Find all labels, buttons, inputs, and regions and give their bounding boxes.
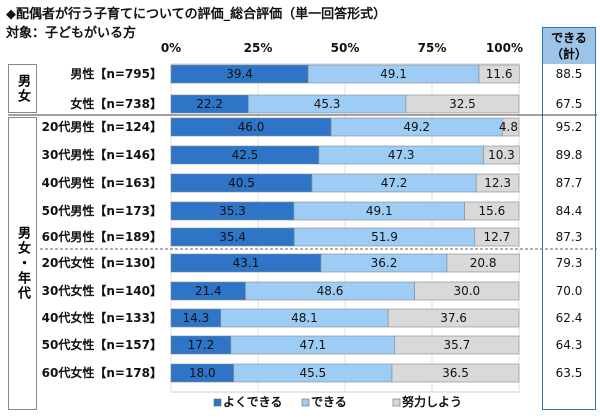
category-label: 男性【n=795】 <box>70 66 162 81</box>
data-label: 35.4 <box>219 230 246 244</box>
legend-swatch <box>301 398 310 407</box>
group-label-text: 男女 <box>15 73 30 104</box>
category-label: 60代男性【n=189】 <box>42 229 162 244</box>
data-label: 35.3 <box>219 204 246 218</box>
data-label: 51.9 <box>371 230 398 244</box>
data-label: 15.6 <box>478 204 505 218</box>
total-value: 87.3 <box>556 230 583 244</box>
data-label: 49.2 <box>403 120 430 134</box>
category-label: 20代男性【n=124】 <box>42 119 162 134</box>
bar-segment <box>405 94 520 114</box>
data-label: 49.1 <box>380 67 407 81</box>
bar-segment <box>446 253 520 273</box>
data-label: 49.1 <box>366 204 393 218</box>
data-label: 39.4 <box>226 67 253 81</box>
category-label: 60代女性【n=178】 <box>42 365 162 380</box>
data-label: 35.7 <box>444 338 471 352</box>
total-value: 89.8 <box>556 148 583 162</box>
x-tick-label: 100% <box>486 41 523 55</box>
total-header: できる（計） <box>543 28 595 64</box>
data-label: 22.2 <box>196 97 223 111</box>
data-label: 47.3 <box>388 148 415 162</box>
total-value: 88.5 <box>556 67 583 81</box>
bar-segment <box>414 281 520 301</box>
data-label: 21.4 <box>195 284 222 298</box>
category-label: 40代男性【n=163】 <box>42 175 162 190</box>
legend-label: 努力しよう <box>402 394 462 409</box>
chart-title: ◆配偶者が行う子育てについての評価_総合評価（単一回答形式） <box>6 7 387 22</box>
data-label: 10.3 <box>488 148 515 162</box>
bar-segment <box>483 145 520 165</box>
total-value: 62.4 <box>556 311 583 325</box>
data-label: 48.6 <box>317 284 344 298</box>
bar-segment <box>501 117 520 137</box>
group-label-gender-age: 男女・年代 <box>8 117 37 410</box>
bar-segment <box>474 227 520 247</box>
data-label: 45.5 <box>299 366 326 380</box>
data-label: 12.3 <box>484 176 511 190</box>
x-tick-label: 25% <box>244 41 273 55</box>
data-label: 17.2 <box>188 338 215 352</box>
group-label-text: 男女・年代 <box>15 226 30 301</box>
legend-label: できる <box>311 395 347 409</box>
total-value: 67.5 <box>556 97 583 111</box>
data-label: 20.8 <box>470 256 497 270</box>
total-column: できる（計） <box>542 27 596 410</box>
legend-swatch <box>213 398 222 407</box>
legend-label: よくできる <box>223 395 282 409</box>
data-label: 37.6 <box>440 311 467 325</box>
chart-subtitle: 対象：子どもがいる方 <box>6 26 137 41</box>
data-label: 42.5 <box>232 148 259 162</box>
category-label: 女性【n=738】 <box>70 96 162 111</box>
bar-segment <box>478 64 520 84</box>
data-label: 32.5 <box>449 97 476 111</box>
bar-segment <box>391 363 520 383</box>
data-label: 12.7 <box>484 230 511 244</box>
category-label: 30代男性【n=146】 <box>42 147 162 162</box>
data-label: 43.1 <box>233 256 260 270</box>
total-value: 84.4 <box>556 204 583 218</box>
data-label: 40.5 <box>228 176 255 190</box>
total-value: 95.2 <box>556 120 583 134</box>
data-label: 36.5 <box>442 366 469 380</box>
total-value: 87.7 <box>556 176 583 190</box>
bar-segment <box>475 173 520 193</box>
bar-segment <box>387 308 520 328</box>
category-label: 50代男性【n=173】 <box>42 203 162 218</box>
category-label: 50代女性【n=157】 <box>42 337 162 352</box>
data-label: 4.8 <box>499 120 518 134</box>
data-label: 18.0 <box>189 366 216 380</box>
data-label: 47.1 <box>299 338 326 352</box>
group-label-gender: 男女 <box>8 64 37 113</box>
data-label: 45.3 <box>314 97 341 111</box>
total-value: 63.5 <box>556 366 583 380</box>
total-value: 64.3 <box>556 338 583 352</box>
data-label: 11.6 <box>486 67 513 81</box>
bar-segment <box>464 201 520 221</box>
data-label: 30.0 <box>453 284 480 298</box>
x-tick-label: 50% <box>331 41 360 55</box>
category-label: 40代女性【n=133】 <box>42 310 162 325</box>
data-label: 47.2 <box>381 176 408 190</box>
legend-swatch <box>392 398 401 407</box>
data-label: 14.3 <box>183 311 210 325</box>
total-value: 70.0 <box>556 284 583 298</box>
bar-segment <box>394 335 520 355</box>
category-label: 20代女性【n=130】 <box>42 255 162 270</box>
x-tick-label: 0% <box>161 41 181 55</box>
category-label: 30代女性【n=140】 <box>42 283 162 298</box>
data-label: 48.1 <box>291 311 318 325</box>
total-value: 79.3 <box>556 256 583 270</box>
data-label: 46.0 <box>238 120 265 134</box>
data-label: 36.2 <box>371 256 398 270</box>
x-tick-label: 75% <box>418 41 447 55</box>
